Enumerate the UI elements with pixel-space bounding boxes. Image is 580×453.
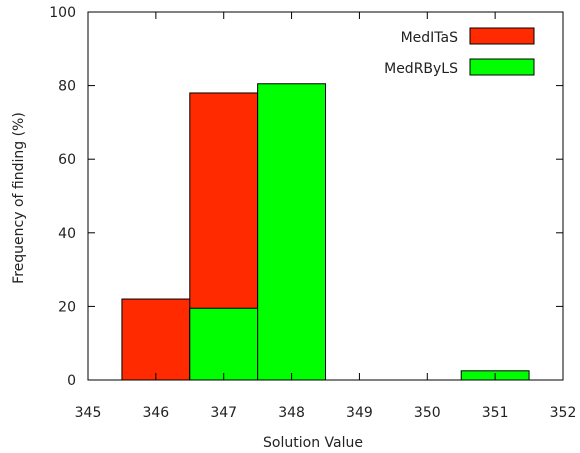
legend-label-meditas: MedITaS [401, 30, 459, 46]
y-axis-label: Frequency of finding (%) [11, 112, 27, 284]
x-tick-label-347: 347 [210, 405, 237, 421]
y-tick-label-0: 0 [67, 373, 76, 389]
plot-frame [87, 11, 564, 381]
x-tick-label-349: 349 [346, 405, 373, 421]
y-tick-label-20: 20 [58, 299, 76, 315]
y-tick-label-40: 40 [58, 226, 76, 242]
y-tick-label-80: 80 [58, 79, 76, 95]
bar-medrbyls-347 [189, 307, 259, 381]
x-axis-label: Solution Value [263, 435, 363, 451]
x-tick-label-348: 348 [278, 405, 305, 421]
legend: MedITaS MedRByLS [384, 27, 535, 77]
y-tick-label-60: 60 [58, 152, 76, 168]
legend-swatch-medrbyls [469, 58, 535, 76]
x-tick-label-346: 346 [142, 405, 169, 421]
legend-swatch-meditas [469, 27, 535, 45]
x-tick-label-351: 351 [482, 405, 509, 421]
x-tick-label-350: 350 [414, 405, 441, 421]
bar-medrbyls-348 [257, 83, 326, 381]
bar-meditas-346 [121, 298, 191, 381]
x-tick-label-352: 352 [550, 405, 577, 421]
ticks-layer: 345 346 347 348 349 350 351 352 0 20 40 60 80 100 [49, 5, 576, 421]
legend-label-medrbyls: MedRByLS [384, 61, 458, 77]
x-tick-label-345: 345 [75, 405, 102, 421]
bars-layer [121, 83, 530, 381]
y-tick-label-100: 100 [49, 5, 76, 21]
